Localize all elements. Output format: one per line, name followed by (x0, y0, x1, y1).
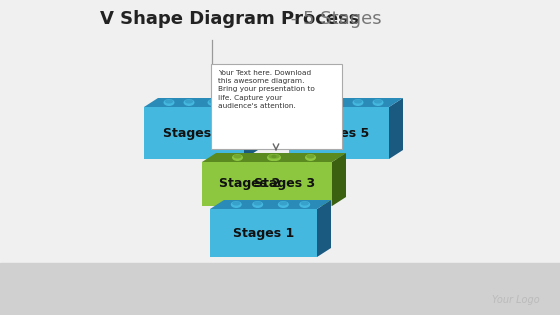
Ellipse shape (208, 99, 218, 106)
Ellipse shape (305, 154, 316, 161)
Text: Stages 1: Stages 1 (233, 226, 294, 239)
Bar (289, 107, 389, 159)
Ellipse shape (234, 154, 241, 158)
Ellipse shape (354, 99, 362, 104)
Ellipse shape (231, 201, 242, 208)
Ellipse shape (279, 201, 287, 206)
Ellipse shape (232, 154, 243, 161)
Polygon shape (332, 153, 346, 206)
Ellipse shape (306, 154, 315, 158)
Text: Your Text here. Download
this awesome diagram.
Bring your presentation to
life. : Your Text here. Download this awesome di… (218, 70, 315, 109)
Polygon shape (317, 200, 331, 257)
Bar (144, 107, 244, 159)
Ellipse shape (278, 201, 289, 208)
Ellipse shape (374, 99, 382, 104)
Ellipse shape (352, 99, 363, 106)
Polygon shape (297, 153, 311, 206)
Ellipse shape (330, 99, 338, 104)
Ellipse shape (232, 201, 240, 206)
Ellipse shape (267, 154, 278, 161)
Ellipse shape (184, 99, 194, 106)
Bar (210, 209, 317, 257)
Ellipse shape (309, 99, 320, 106)
Ellipse shape (299, 201, 310, 208)
Polygon shape (237, 153, 346, 162)
Ellipse shape (209, 99, 217, 104)
Polygon shape (244, 98, 258, 159)
Bar (0, 263, 560, 315)
Ellipse shape (272, 154, 279, 158)
Polygon shape (289, 98, 403, 107)
Ellipse shape (254, 201, 262, 206)
Text: Stages 3: Stages 3 (254, 177, 315, 191)
Text: Stages 2: Stages 2 (219, 177, 280, 191)
Polygon shape (202, 153, 311, 162)
Ellipse shape (372, 99, 384, 106)
Bar (237, 162, 332, 206)
Ellipse shape (164, 99, 175, 106)
Polygon shape (210, 200, 331, 209)
Ellipse shape (270, 154, 281, 161)
Ellipse shape (185, 99, 193, 104)
Text: Stages 4: Stages 4 (164, 127, 225, 140)
Ellipse shape (301, 201, 309, 206)
Ellipse shape (165, 99, 173, 104)
Ellipse shape (227, 99, 239, 106)
Text: Stages 5: Stages 5 (309, 127, 370, 140)
Bar (202, 162, 297, 206)
Text: - 5 Stages: - 5 Stages (285, 10, 381, 28)
Ellipse shape (329, 99, 339, 106)
Text: V Shape Diagram Process: V Shape Diagram Process (100, 10, 360, 28)
Ellipse shape (310, 99, 318, 104)
Ellipse shape (252, 201, 263, 208)
Polygon shape (389, 98, 403, 159)
FancyBboxPatch shape (211, 64, 342, 148)
Ellipse shape (268, 154, 277, 158)
Text: Your Logo: Your Logo (492, 295, 540, 305)
Ellipse shape (229, 99, 237, 104)
Polygon shape (144, 98, 258, 107)
